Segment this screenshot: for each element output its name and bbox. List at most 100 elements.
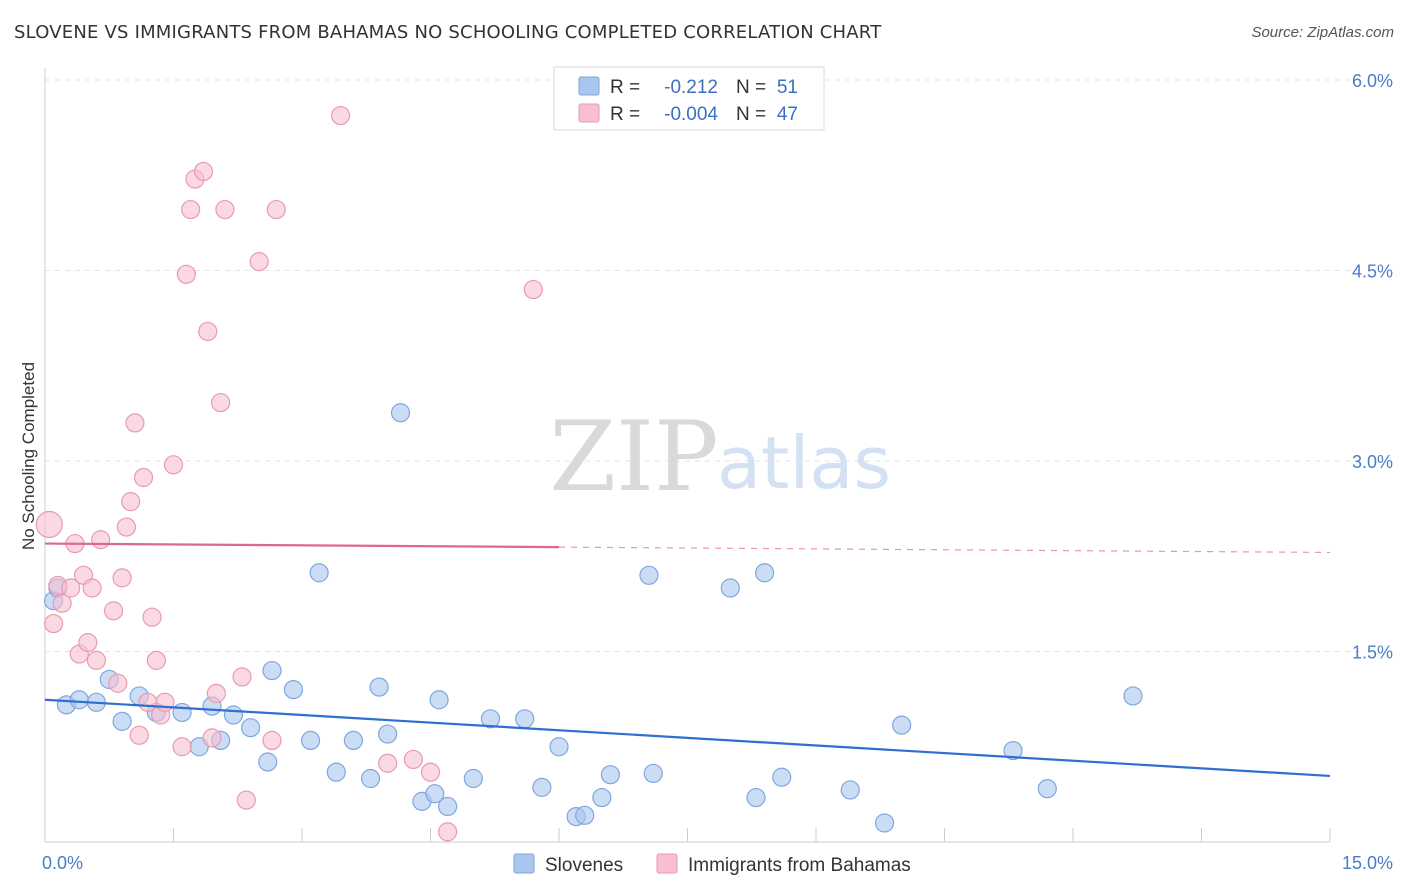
point-1-13 [108, 673, 128, 693]
point-0-29 [463, 768, 483, 789]
point-0-38 [643, 763, 663, 784]
point-0-30 [480, 709, 501, 729]
point-1-19 [133, 467, 154, 488]
y-tick-label-2: 4.5% [1352, 262, 1393, 282]
series-layer [35, 105, 1143, 842]
point-1-42 [403, 749, 423, 770]
axes [44, 68, 1331, 843]
point-1-32 [206, 683, 226, 704]
stats-legend: R = -0.212 N = 51 R = -0.004 N = 47 [553, 66, 825, 131]
point-0-27 [429, 690, 449, 710]
watermark: ZIP atlas [549, 401, 891, 513]
stats-swatch-slovenes [578, 76, 600, 96]
point-0-16 [283, 679, 304, 700]
point-0-43 [772, 767, 792, 787]
point-1-39 [266, 199, 286, 220]
point-1-25 [172, 737, 192, 757]
point-1-8 [78, 633, 98, 653]
point-0-48 [1037, 779, 1057, 799]
point-0-12 [223, 705, 244, 725]
y-tick-label-1: 3.0% [1352, 452, 1393, 472]
point-0-13 [241, 718, 261, 738]
point-0-37 [600, 765, 621, 785]
point-0-24 [390, 403, 411, 423]
point-0-22 [369, 677, 389, 697]
point-0-18 [309, 563, 329, 583]
stats-r-label-1: R = [610, 77, 640, 98]
point-0-44 [840, 780, 860, 800]
point-1-16 [121, 492, 141, 512]
point-0-46 [892, 715, 912, 735]
x-tick-label-1: 15.0% [1342, 853, 1393, 873]
point-0-33 [549, 737, 569, 757]
trend-layer [44, 542, 1331, 778]
series-legend: Slovenes Immigrants from Bahamas [513, 853, 911, 876]
point-1-9 [82, 578, 102, 598]
x-tick-label-0: 0.0% [42, 853, 83, 873]
point-0-21 [360, 768, 381, 789]
point-1-24 [163, 455, 184, 475]
point-0-20 [343, 730, 363, 751]
point-1-40 [330, 105, 351, 126]
point-1-20 [142, 607, 162, 627]
point-1-26 [176, 264, 196, 284]
y-tick-label-3: 6.0% [1352, 71, 1393, 91]
point-0-2 [69, 690, 89, 710]
point-0-26 [425, 784, 445, 804]
watermark-atlas: atlas [717, 421, 891, 505]
point-1-46 [138, 692, 158, 712]
point-1-33 [211, 392, 231, 413]
trendline-solid-0 [44, 698, 1331, 778]
legend-swatch-bahamas [656, 853, 678, 874]
point-1-17 [125, 413, 145, 433]
point-1-37 [249, 252, 269, 272]
tick-labels: 1.5% 3.0% 4.5% 6.0% 0.0% 15.0% [42, 71, 1393, 873]
point-0-36 [592, 787, 612, 808]
trendline-dashed-1 [558, 546, 1331, 554]
legend-label-slovenes: Slovenes [545, 855, 623, 876]
point-1-11 [91, 530, 111, 550]
point-1-4 [61, 578, 81, 598]
point-1-34 [215, 199, 235, 220]
point-0-17 [300, 730, 321, 751]
legend-label-bahamas: Immigrants from Bahamas [688, 855, 911, 876]
point-0-35 [575, 805, 595, 825]
point-1-1 [43, 613, 64, 634]
point-0-41 [746, 787, 766, 808]
point-1-18 [129, 725, 149, 745]
point-1-30 [198, 321, 218, 342]
stats-n-value-2: 47 [777, 104, 798, 125]
point-1-35 [232, 667, 252, 687]
point-1-43 [420, 762, 441, 782]
source-label: Source: ZipAtlas.com [1251, 24, 1394, 41]
stats-n-label-2: N = [736, 104, 766, 125]
point-1-3 [52, 593, 72, 613]
stats-r-value-1: -0.212 [664, 77, 718, 98]
point-0-5 [112, 711, 132, 731]
point-0-19 [326, 762, 346, 782]
point-0-8 [172, 702, 192, 723]
stats-swatch-bahamas [578, 103, 600, 123]
point-1-23 [155, 692, 175, 712]
point-0-47 [1003, 740, 1023, 761]
stats-n-label-1: N = [736, 77, 766, 98]
point-0-49 [1123, 686, 1143, 706]
point-0-32 [532, 777, 552, 797]
point-0-14 [258, 752, 278, 772]
point-1-29 [193, 161, 214, 182]
stats-r-value-2: -0.004 [664, 104, 718, 125]
series-1 [35, 105, 543, 842]
point-1-38 [262, 730, 282, 751]
point-1-41 [378, 753, 398, 773]
y-axis-label: No Schooling Completed [19, 362, 38, 550]
y-tick-label-0: 1.5% [1352, 643, 1393, 663]
stats-r-label-2: R = [610, 104, 640, 125]
point-0-15 [262, 660, 282, 681]
point-1-15 [116, 517, 136, 537]
point-1-21 [146, 650, 166, 670]
point-0-31 [515, 709, 535, 729]
grid-lines [45, 79, 1365, 652]
point-1-14 [112, 568, 132, 588]
point-0-40 [720, 578, 740, 598]
